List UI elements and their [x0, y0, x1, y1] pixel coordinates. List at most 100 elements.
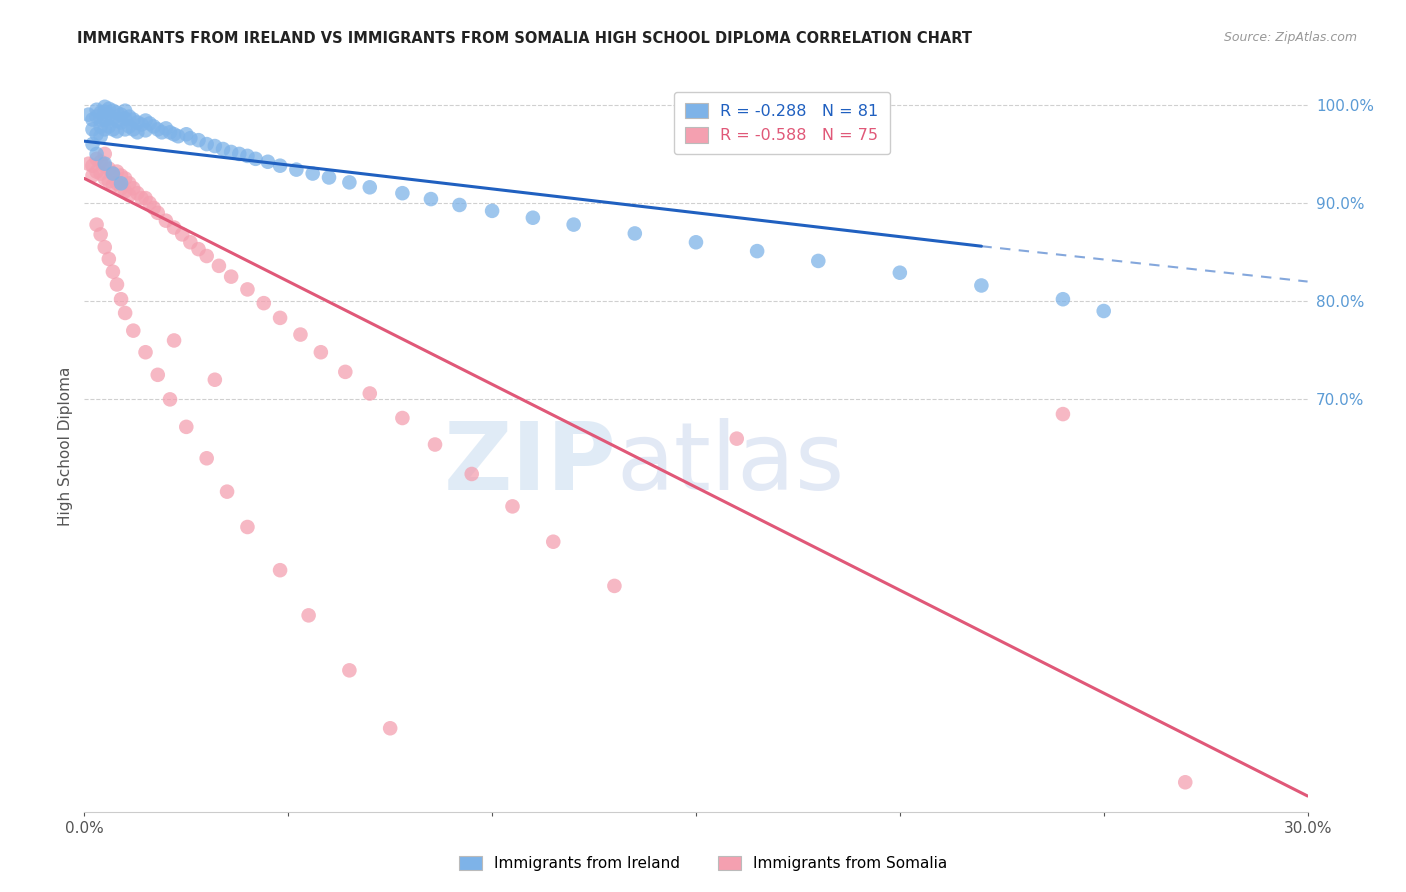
- Point: [236, 282, 259, 296]
- Point: [93, 112, 115, 127]
- Point: [118, 177, 141, 191]
- Point: [142, 120, 165, 134]
- Point: [122, 122, 145, 136]
- Point: [228, 147, 250, 161]
- Point: [159, 125, 181, 139]
- Point: [105, 277, 128, 292]
- Point: [101, 265, 124, 279]
- Point: [82, 137, 104, 152]
- Point: [93, 147, 115, 161]
- Point: [77, 157, 100, 171]
- Point: [301, 167, 323, 181]
- Point: [219, 145, 242, 159]
- Point: [889, 266, 911, 280]
- Y-axis label: High School Diploma: High School Diploma: [58, 367, 73, 525]
- Point: [174, 128, 197, 142]
- Point: [142, 201, 165, 215]
- Point: [420, 192, 443, 206]
- Point: [110, 181, 132, 195]
- Point: [101, 167, 124, 181]
- Point: [93, 171, 115, 186]
- Point: [105, 177, 128, 191]
- Point: [269, 159, 291, 173]
- Point: [82, 159, 104, 173]
- Point: [97, 109, 120, 123]
- Point: [93, 157, 115, 171]
- Point: [101, 122, 124, 136]
- Point: [110, 108, 132, 122]
- Point: [481, 203, 503, 218]
- Point: [298, 608, 321, 623]
- Point: [522, 211, 544, 225]
- Point: [391, 186, 413, 201]
- Point: [204, 373, 226, 387]
- Point: [110, 292, 132, 306]
- Point: [172, 227, 194, 242]
- Point: [131, 118, 153, 132]
- Point: [90, 154, 112, 169]
- Point: [179, 235, 201, 250]
- Point: [77, 108, 100, 122]
- Point: [127, 186, 149, 201]
- Point: [502, 500, 524, 514]
- Point: [217, 484, 239, 499]
- Point: [146, 206, 169, 220]
- Point: [97, 252, 120, 266]
- Point: [110, 169, 132, 183]
- Point: [163, 128, 186, 142]
- Point: [449, 198, 471, 212]
- Point: [236, 149, 259, 163]
- Point: [86, 103, 108, 117]
- Point: [86, 164, 108, 178]
- Point: [93, 122, 115, 136]
- Point: [253, 296, 276, 310]
- Point: [150, 125, 173, 139]
- Point: [90, 167, 112, 181]
- Point: [90, 105, 112, 120]
- Point: [122, 324, 145, 338]
- Point: [138, 116, 160, 130]
- Point: [105, 124, 128, 138]
- Point: [290, 327, 312, 342]
- Point: [114, 306, 136, 320]
- Point: [195, 137, 218, 152]
- Point: [725, 432, 748, 446]
- Point: [685, 235, 707, 250]
- Point: [93, 159, 115, 173]
- Point: [285, 162, 308, 177]
- Point: [97, 102, 120, 116]
- Point: [105, 105, 128, 120]
- Point: [461, 467, 484, 481]
- Point: [93, 100, 115, 114]
- Point: [110, 177, 132, 191]
- Point: [155, 121, 177, 136]
- Point: [127, 125, 149, 139]
- Point: [105, 113, 128, 128]
- Point: [179, 131, 201, 145]
- Point: [82, 169, 104, 183]
- Point: [114, 103, 136, 118]
- Point: [135, 123, 157, 137]
- Point: [97, 120, 120, 134]
- Point: [562, 218, 585, 232]
- Point: [747, 244, 769, 259]
- Point: [86, 128, 108, 142]
- Text: Source: ZipAtlas.com: Source: ZipAtlas.com: [1223, 31, 1357, 45]
- Point: [105, 164, 128, 178]
- Point: [101, 178, 124, 193]
- Text: ZIP: ZIP: [443, 418, 616, 510]
- Point: [90, 112, 112, 127]
- Point: [1174, 775, 1197, 789]
- Point: [118, 120, 141, 134]
- Point: [318, 170, 340, 185]
- Point: [245, 152, 267, 166]
- Point: [93, 104, 115, 119]
- Point: [118, 110, 141, 124]
- Point: [163, 220, 186, 235]
- Point: [135, 113, 157, 128]
- Point: [114, 112, 136, 126]
- Point: [97, 174, 120, 188]
- Point: [174, 420, 197, 434]
- Text: IMMIGRANTS FROM IRELAND VS IMMIGRANTS FROM SOMALIA HIGH SCHOOL DIPLOMA CORRELATI: IMMIGRANTS FROM IRELAND VS IMMIGRANTS FR…: [77, 31, 973, 46]
- Point: [339, 175, 361, 189]
